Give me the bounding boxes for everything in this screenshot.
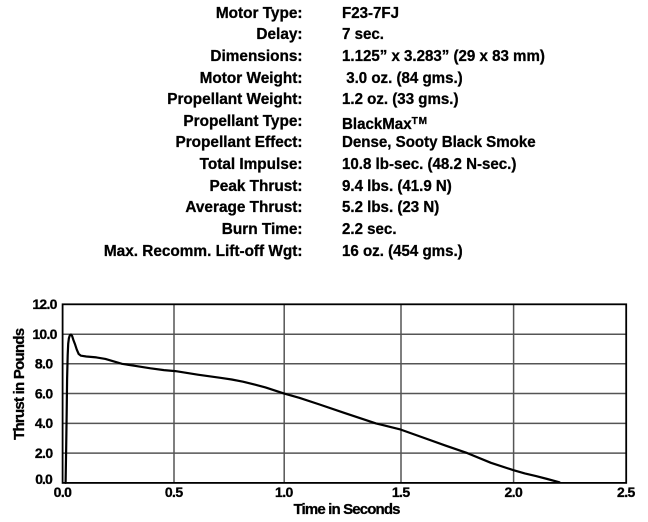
svg-text:1.0: 1.0 — [275, 484, 294, 500]
svg-text:10.0: 10.0 — [32, 326, 57, 342]
svg-text:2.0: 2.0 — [504, 484, 523, 500]
svg-text:12.0: 12.0 — [32, 296, 57, 312]
svg-text:6.0: 6.0 — [35, 385, 54, 401]
svg-text:8.0: 8.0 — [35, 356, 54, 372]
svg-text:2.0: 2.0 — [35, 445, 54, 461]
svg-text:Time in Seconds: Time in Seconds — [294, 501, 401, 518]
svg-text:2.5: 2.5 — [617, 484, 636, 500]
svg-text:4.0: 4.0 — [35, 415, 54, 431]
svg-text:0.0: 0.0 — [54, 484, 73, 500]
svg-text:1.5: 1.5 — [392, 484, 411, 500]
svg-text:0.0: 0.0 — [35, 471, 53, 487]
svg-text:0.5: 0.5 — [165, 484, 184, 500]
svg-text:Thrust in Pounds: Thrust in Pounds — [11, 328, 28, 440]
